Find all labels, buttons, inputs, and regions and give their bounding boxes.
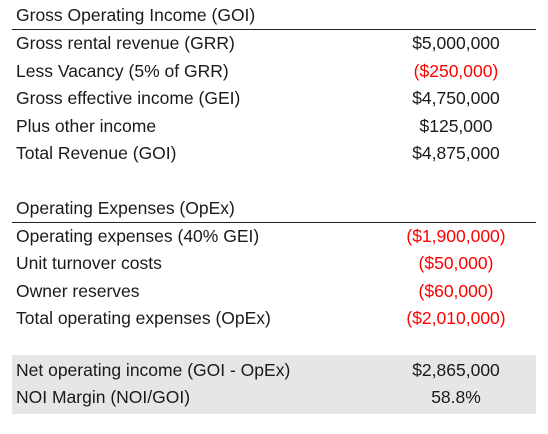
table-row: Owner reserves ($60,000) <box>12 278 536 306</box>
opex-section: Operating expenses (40% GEI) ($1,900,000… <box>12 223 536 333</box>
income-statement-table: Gross Operating Income (GOI) Gross renta… <box>12 0 536 414</box>
goi-section-title: Gross Operating Income (GOI) <box>12 0 536 30</box>
table-row: Net operating income (GOI - OpEx) $2,865… <box>12 357 536 385</box>
row-label: NOI Margin (NOI/GOI) <box>16 387 191 408</box>
row-value: $4,875,000 <box>412 143 500 164</box>
goi-section: Gross rental revenue (GRR) $5,000,000 Le… <box>12 30 536 168</box>
table-row: Unit turnover costs ($50,000) <box>12 250 536 278</box>
row-value: ($2,010,000) <box>406 308 506 329</box>
table-row: NOI Margin (NOI/GOI) 58.8% <box>12 384 536 412</box>
row-label: Net operating income (GOI - OpEx) <box>16 359 291 380</box>
row-label: Gross effective income (GEI) <box>16 88 241 109</box>
row-value: $2,865,000 <box>412 359 500 380</box>
row-label: Owner reserves <box>16 280 140 301</box>
row-value: 58.8% <box>431 387 481 408</box>
row-label: Total Revenue (GOI) <box>16 143 177 164</box>
row-label: Gross rental revenue (GRR) <box>16 33 235 54</box>
table-row: Gross rental revenue (GRR) $5,000,000 <box>12 30 536 58</box>
spacer <box>12 168 536 193</box>
table-row: Less Vacancy (5% of GRR) ($250,000) <box>12 58 536 86</box>
row-value: $125,000 <box>419 115 493 136</box>
table-row: Total operating expenses (OpEx) ($2,010,… <box>12 305 536 333</box>
row-value: ($250,000) <box>413 60 499 81</box>
table-row: Total Revenue (GOI) $4,875,000 <box>12 140 536 168</box>
row-label: Plus other income <box>16 115 157 136</box>
row-value: ($60,000) <box>418 280 494 301</box>
spacer <box>12 333 536 355</box>
row-label: Less Vacancy (5% of GRR) <box>16 60 229 81</box>
row-value: $4,750,000 <box>412 88 500 109</box>
table-row: Plus other income $125,000 <box>12 113 536 141</box>
opex-section-title: Operating Expenses (OpEx) <box>12 193 536 223</box>
table-row: Gross effective income (GEI) $4,750,000 <box>12 85 536 113</box>
table-row: Operating expenses (40% GEI) ($1,900,000… <box>12 223 536 251</box>
row-value: ($1,900,000) <box>406 225 506 246</box>
row-value: ($50,000) <box>418 253 494 274</box>
row-value: $5,000,000 <box>412 33 500 54</box>
summary-section: Net operating income (GOI - OpEx) $2,865… <box>12 354 536 414</box>
row-label: Unit turnover costs <box>16 253 162 274</box>
row-label: Operating expenses (40% GEI) <box>16 225 260 246</box>
row-label: Total operating expenses (OpEx) <box>16 308 271 329</box>
